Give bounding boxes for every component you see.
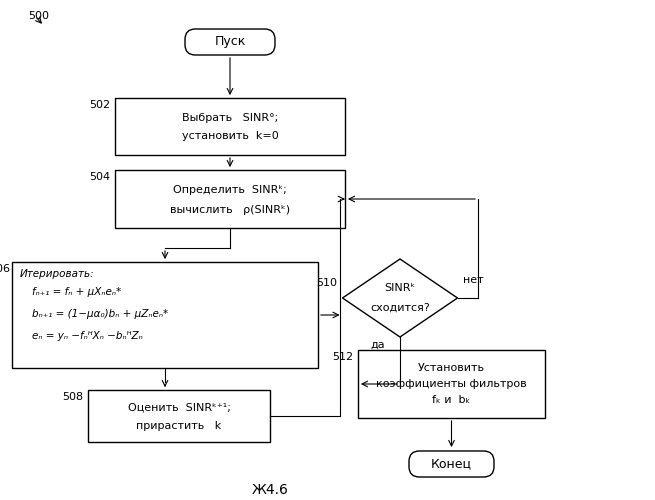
FancyBboxPatch shape [409, 451, 494, 477]
Text: Конец: Конец [431, 458, 472, 470]
Text: 502: 502 [89, 100, 110, 110]
Text: 510: 510 [316, 278, 337, 288]
Text: bₙ₊₁ = (1−μα₀)bₙ + μZₙeₙ*: bₙ₊₁ = (1−μα₀)bₙ + μZₙeₙ* [32, 309, 168, 319]
Text: 508: 508 [62, 392, 83, 402]
Text: коэффициенты фильтров: коэффициенты фильтров [376, 379, 527, 389]
Text: Ж4.6: Ж4.6 [252, 483, 288, 497]
Text: 500: 500 [28, 11, 49, 21]
Text: 506: 506 [0, 264, 10, 274]
Text: Пуск: Пуск [214, 36, 246, 49]
Text: сходится?: сходится? [370, 303, 430, 313]
Text: eₙ = yₙ −fₙᴴXₙ −bₙᴴZₙ: eₙ = yₙ −fₙᴴXₙ −bₙᴴZₙ [32, 331, 143, 341]
Polygon shape [343, 259, 457, 337]
Text: fₖ и  bₖ: fₖ и bₖ [432, 395, 471, 405]
Text: Оценить  SINRᵏ⁺¹;: Оценить SINRᵏ⁺¹; [128, 403, 231, 413]
Text: установить  k=0: установить k=0 [181, 131, 278, 141]
Bar [115, 98, 345, 155]
Bar [88, 390, 270, 442]
Text: 512: 512 [332, 352, 353, 362]
Text: 504: 504 [89, 172, 110, 182]
Text: нет: нет [462, 275, 483, 285]
Text: Определить  SINRᵏ;: Определить SINRᵏ; [173, 185, 287, 195]
Text: SINRᵏ: SINRᵏ [384, 283, 416, 293]
Bar [358, 350, 545, 418]
Text: fₙ₊₁ = fₙ + μXₙeₙ*: fₙ₊₁ = fₙ + μXₙeₙ* [32, 287, 121, 297]
Text: Выбрать   SINR°;: Выбрать SINR°; [182, 113, 278, 123]
Bar [115, 170, 345, 228]
Text: прирастить   k: прирастить k [136, 421, 221, 431]
Text: да: да [371, 340, 385, 350]
Text: Установить: Установить [418, 363, 485, 373]
Text: Итерировать:: Итерировать: [20, 269, 94, 279]
FancyBboxPatch shape [185, 29, 275, 55]
Bar [12, 262, 318, 368]
Text: вычислить   ρ(SINRᵏ): вычислить ρ(SINRᵏ) [170, 205, 290, 215]
